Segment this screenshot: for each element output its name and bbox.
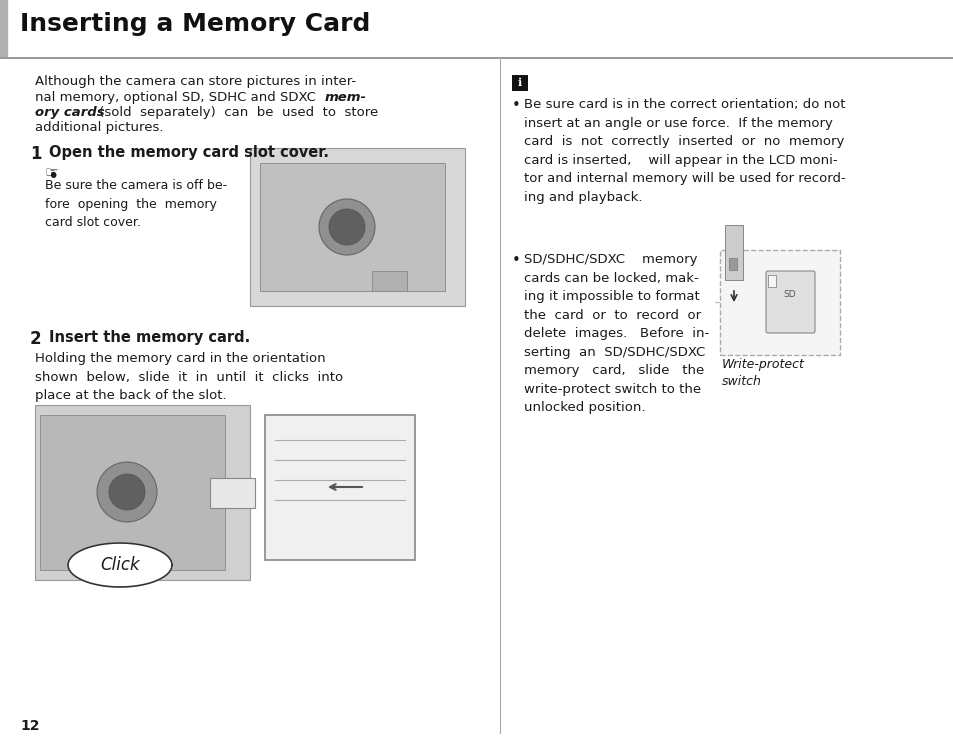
Text: •: • [512,253,520,268]
Circle shape [97,462,157,522]
Circle shape [329,209,365,245]
Bar [767,275,775,287]
Text: ory cards: ory cards [35,106,105,120]
Text: 1: 1 [30,145,42,163]
Bar [265,415,415,560]
Text: ℹ: ℹ [517,78,521,88]
Circle shape [109,474,145,510]
Text: SD: SD [782,289,796,298]
Bar [260,163,444,291]
Circle shape [318,199,375,255]
Text: Be sure card is in the correct orientation; do not
insert at an angle or use for: Be sure card is in the correct orientati… [523,98,845,203]
Bar [724,225,742,280]
Bar [40,415,225,570]
Bar [720,250,840,355]
Text: additional pictures.: additional pictures. [35,121,163,134]
Text: (sold  separately)  can  be  used  to  store: (sold separately) can be used to store [95,106,377,120]
Text: Insert the memory card.: Insert the memory card. [49,330,250,345]
Text: ☞: ☞ [45,165,58,180]
Text: nal memory, optional SD, SDHC and SDXC: nal memory, optional SD, SDHC and SDXC [35,91,320,104]
Polygon shape [68,543,172,587]
Bar [512,75,527,91]
Bar [0,0,7,56]
Bar [250,148,464,306]
Text: Inserting a Memory Card: Inserting a Memory Card [20,12,370,36]
Text: Click: Click [100,556,140,574]
Bar [372,271,407,291]
Text: 2: 2 [30,330,42,348]
Text: 12: 12 [20,719,39,733]
Text: Be sure the camera is off be-
fore  opening  the  memory
card slot cover.: Be sure the camera is off be- fore openi… [45,179,227,229]
Text: Write-protect
switch: Write-protect switch [721,358,804,388]
Text: Holding the memory card in the orientation
shown  below,  slide  it  in  until  : Holding the memory card in the orientati… [35,352,343,402]
Bar [728,258,737,270]
Bar [210,478,254,508]
Text: Open the memory card slot cover.: Open the memory card slot cover. [49,145,329,160]
Text: mem-: mem- [325,91,367,104]
Text: Although the camera can store pictures in inter-: Although the camera can store pictures i… [35,75,355,88]
Text: •: • [47,167,58,186]
Text: •: • [512,98,520,113]
FancyBboxPatch shape [765,271,814,333]
Text: SD/SDHC/SDXC    memory
cards can be locked, mak-
ing it impossible to format
the: SD/SDHC/SDXC memory cards can be locked,… [523,253,708,414]
Bar [35,405,250,580]
